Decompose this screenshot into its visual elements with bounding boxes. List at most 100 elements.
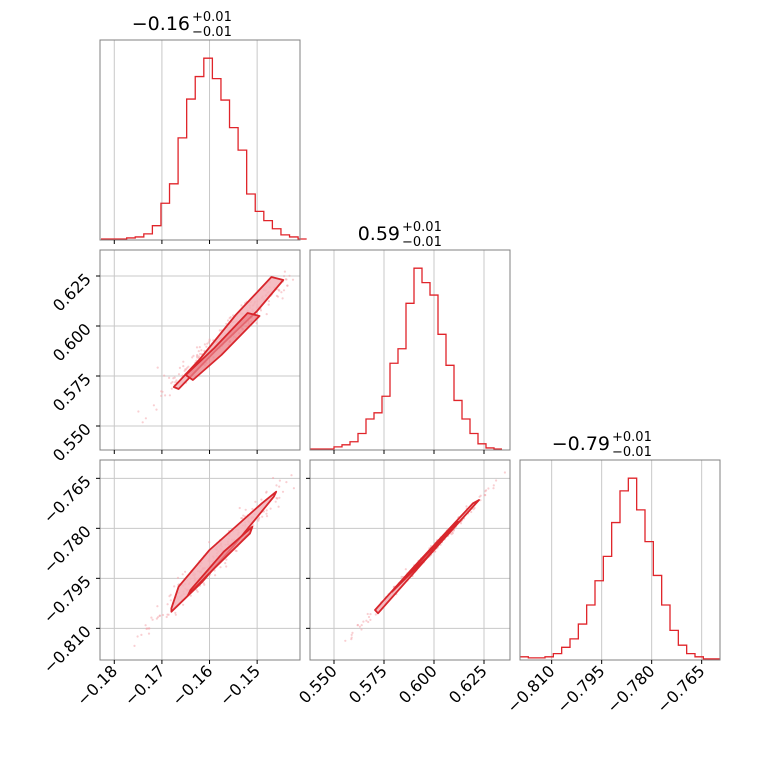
histogram-steps <box>520 477 720 660</box>
sample-point <box>303 468 305 470</box>
sample-point <box>203 583 206 586</box>
sample-point <box>484 494 487 497</box>
sample-point <box>195 355 199 358</box>
sample-point <box>192 354 195 357</box>
sample-point <box>275 484 278 487</box>
sample-point <box>196 590 199 593</box>
sample-point <box>358 625 361 628</box>
sample-point <box>350 638 353 641</box>
sample-point <box>362 620 365 623</box>
sample-point <box>163 374 166 377</box>
sample-point <box>206 342 209 345</box>
upper-error: +0.01 <box>192 10 232 25</box>
sample-point <box>208 338 211 341</box>
sample-point <box>306 258 308 260</box>
sample-point <box>182 365 185 368</box>
sample-point <box>282 289 286 292</box>
panel-frame <box>99 459 301 661</box>
sample-point <box>400 575 403 579</box>
y-tick-label: 0.575 <box>49 369 95 415</box>
sample-point <box>174 613 177 616</box>
sample-point <box>275 497 278 500</box>
sample-point <box>225 558 228 561</box>
sample-point <box>167 613 170 616</box>
sample-point <box>290 474 293 477</box>
scatter-content <box>133 468 305 648</box>
sample-point <box>147 627 150 630</box>
sample-point <box>169 593 172 597</box>
sample-point <box>158 614 162 617</box>
histogram-panel-2: −0.79 +0.01−0.01 −0.810−0.795−0.780−0.765 <box>503 430 721 717</box>
sample-point <box>207 341 210 344</box>
sample-point <box>283 275 286 278</box>
sample-point <box>344 639 347 642</box>
panel-frame <box>99 39 301 241</box>
sample-point <box>265 515 269 518</box>
sample-point <box>356 624 359 627</box>
sample-point <box>241 517 244 520</box>
sample-point <box>281 297 284 300</box>
scatter-content <box>137 239 320 424</box>
sample-point <box>150 616 153 619</box>
sample-point <box>451 532 454 535</box>
sample-point <box>137 410 140 413</box>
x-tick-label: −0.810 <box>503 661 558 716</box>
sample-point <box>214 574 217 577</box>
density-contour-inner <box>184 312 261 381</box>
sample-point <box>195 346 199 349</box>
y-tick-label: 0.550 <box>49 419 95 465</box>
sample-point <box>265 512 268 515</box>
x-tick-label: −0.795 <box>553 661 608 716</box>
sample-point <box>234 549 237 552</box>
sample-point <box>189 594 192 597</box>
sample-point <box>492 484 495 487</box>
sample-point <box>274 500 277 503</box>
panel-frame <box>519 459 721 661</box>
sample-point <box>254 500 257 503</box>
upper-error: +0.01 <box>612 430 652 445</box>
y-tick-label: 0.600 <box>49 319 95 365</box>
sample-point <box>265 313 268 316</box>
sample-point <box>155 617 158 620</box>
panel-frame <box>309 459 511 661</box>
histogram-steps <box>310 267 502 450</box>
sample-point <box>374 613 377 616</box>
sample-point <box>218 329 221 332</box>
sample-point <box>144 417 147 420</box>
sample-point <box>452 529 455 532</box>
density-contour-inner <box>391 520 459 593</box>
sample-point <box>278 485 281 488</box>
sample-point <box>318 239 320 241</box>
sample-point <box>182 360 185 363</box>
sample-point <box>156 605 159 608</box>
sample-point <box>291 278 295 281</box>
sample-point <box>404 568 407 571</box>
x-tick-label: −0.15 <box>216 661 264 709</box>
sample-point <box>472 508 475 511</box>
lower-error: −0.01 <box>612 445 652 460</box>
sample-point <box>487 487 490 490</box>
sample-point <box>285 481 288 484</box>
histogram-panel-0: −0.16 +0.01−0.01 <box>99 10 307 244</box>
sample-point <box>173 585 176 588</box>
sample-point <box>301 479 303 481</box>
sample-point <box>170 387 173 390</box>
sample-point <box>208 541 211 544</box>
sample-point <box>262 510 266 513</box>
sample-point <box>286 284 289 287</box>
sample-point <box>307 254 309 256</box>
sample-point <box>160 394 163 397</box>
sample-point <box>283 270 286 273</box>
sample-point <box>161 613 165 617</box>
sample-point <box>141 421 144 424</box>
y-tick-label: 0.625 <box>49 269 95 315</box>
sample-point <box>281 490 285 493</box>
sample-point <box>225 565 228 568</box>
sample-point <box>205 345 208 348</box>
sample-point <box>187 365 190 368</box>
sample-point <box>199 352 202 356</box>
sample-point <box>155 408 158 411</box>
sample-point <box>521 453 523 455</box>
x-tick-label: −0.17 <box>121 661 169 709</box>
